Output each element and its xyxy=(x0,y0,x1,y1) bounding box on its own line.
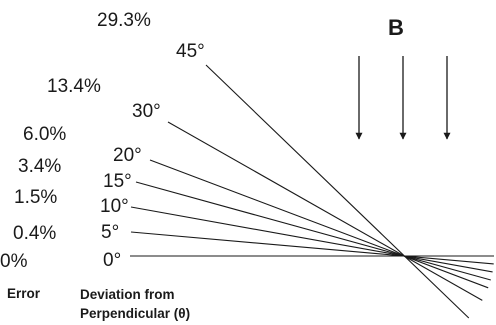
degree-label-20: 20° xyxy=(113,145,142,166)
degree-labels: 0° 5° 10° 15° 20° 30° 45° xyxy=(100,41,205,271)
error-label-20: 6.0% xyxy=(23,124,66,145)
error-label-45: 29.3% xyxy=(97,10,151,31)
caption-deviation-line1: Deviation from xyxy=(80,287,175,302)
error-labels: 0% 0.4% 1.5% 3.4% 6.0% 13.4% 29.3% xyxy=(0,10,151,272)
caption-error: Error xyxy=(7,286,41,301)
ray-20-deg xyxy=(149,159,489,289)
error-label-0: 0% xyxy=(0,251,28,272)
field-label-b: B xyxy=(388,15,404,40)
degree-label-45: 45° xyxy=(176,41,205,62)
field-arrows xyxy=(355,56,451,140)
degree-label-5: 5° xyxy=(101,222,119,243)
degree-label-0: 0° xyxy=(103,250,121,271)
ray-45-deg xyxy=(205,64,470,319)
error-label-15: 3.4% xyxy=(18,156,61,177)
error-label-10: 1.5% xyxy=(14,187,57,208)
ray-5-deg xyxy=(130,231,494,265)
degree-label-30: 30° xyxy=(132,101,161,122)
ray-30-deg xyxy=(167,121,483,301)
ray-15-deg xyxy=(135,181,491,281)
caption-deviation-line2: Perpendicular (θ) xyxy=(80,306,190,321)
degree-label-15: 15° xyxy=(103,171,132,192)
error-label-30: 13.4% xyxy=(47,76,101,97)
deviation-rays xyxy=(130,64,494,319)
error-label-5: 0.4% xyxy=(13,223,56,244)
ray-10-deg xyxy=(130,206,493,273)
degree-label-10: 10° xyxy=(100,196,129,217)
